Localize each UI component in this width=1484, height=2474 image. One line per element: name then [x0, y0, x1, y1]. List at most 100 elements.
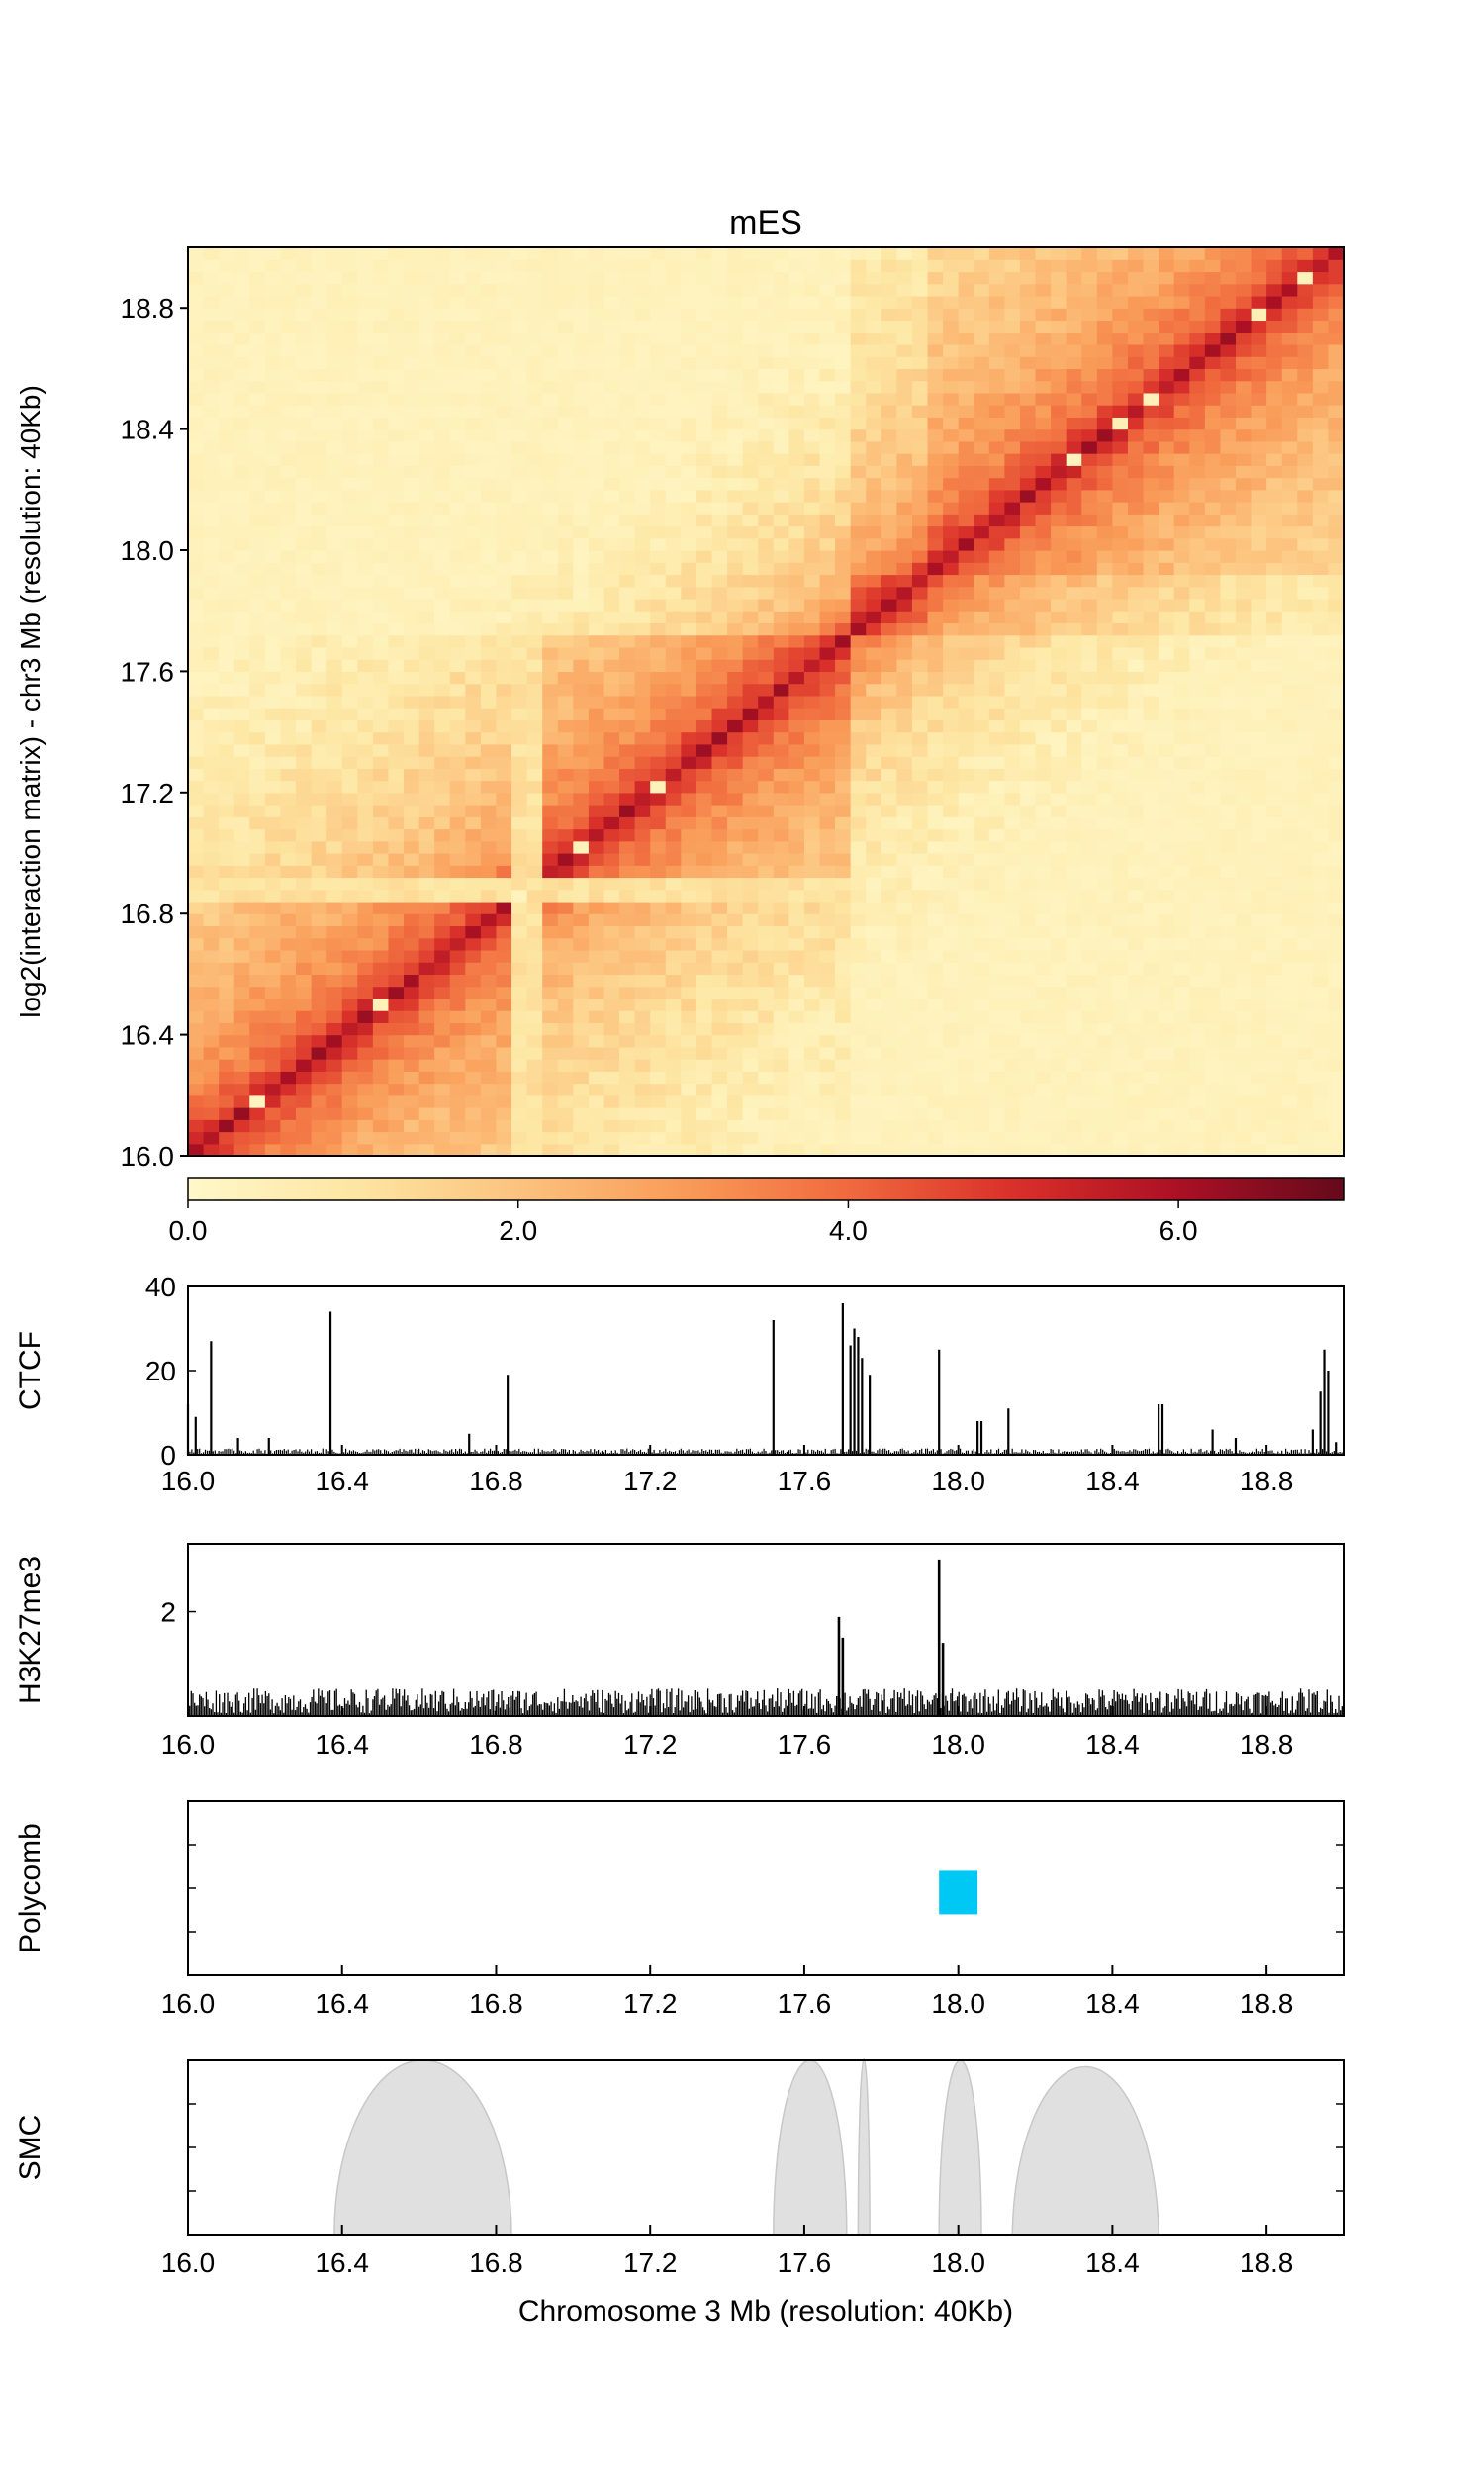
heatmap-cell: [911, 1107, 929, 1120]
heatmap-cell: [603, 962, 620, 975]
heatmap-cell: [711, 634, 728, 648]
heatmap-cell: [711, 974, 728, 988]
heatmap-cell: [958, 1131, 974, 1145]
heatmap-cell: [188, 780, 205, 794]
heatmap-cell: [1112, 695, 1129, 709]
heatmap-cell: [480, 937, 498, 951]
heatmap-cell: [357, 1071, 374, 1085]
heatmap-cell: [418, 586, 435, 600]
heatmap-cell: [233, 611, 250, 624]
heatmap-cell: [1096, 671, 1113, 685]
heatmap-cell: [249, 925, 266, 939]
heatmap-cell: [1143, 1143, 1159, 1157]
heatmap-cell: [1266, 877, 1283, 891]
heatmap-cell: [634, 937, 651, 951]
heatmap-cell: [758, 1143, 775, 1157]
heatmap-cell: [974, 816, 990, 830]
heatmap-cell: [1066, 489, 1082, 503]
heatmap-cell: [511, 428, 528, 442]
heatmap-cell: [850, 683, 867, 697]
heatmap-cell: [311, 1022, 327, 1036]
heatmap-cell: [1004, 853, 1021, 866]
heatmap-cell: [233, 731, 250, 745]
heatmap-cell: [588, 719, 605, 733]
heatmap-cell: [280, 695, 297, 709]
heatmap-cell: [203, 634, 220, 648]
heatmap-cell: [1112, 1143, 1129, 1157]
heatmap-cell: [1204, 683, 1222, 697]
heatmap-cell: [434, 913, 451, 927]
heatmap-cell: [850, 901, 867, 914]
heatmap-cell: [911, 731, 929, 745]
heatmap-cell: [1220, 901, 1237, 914]
heatmap-cell: [803, 659, 821, 672]
heatmap-cell: [1112, 611, 1129, 624]
heatmap-cell: [1004, 962, 1021, 975]
heatmap-cell: [1173, 708, 1190, 720]
heatmap-cell: [1235, 477, 1252, 491]
heatmap-cell: [404, 574, 420, 588]
heatmap-cell: [958, 828, 974, 842]
heatmap-cell: [404, 937, 420, 951]
heatmap-cell: [341, 356, 358, 369]
heatmap-cell: [1004, 974, 1021, 988]
heatmap-cell: [1204, 986, 1222, 999]
heatmap-cell: [758, 986, 775, 999]
heatmap-cell: [496, 392, 512, 406]
heatmap-cell: [1189, 502, 1206, 515]
heatmap-cell: [1159, 405, 1175, 418]
heatmap-cell: [480, 586, 498, 600]
heatmap-cell: [1281, 1094, 1298, 1108]
heatmap-cell: [819, 586, 836, 600]
heatmap-cell: [341, 731, 358, 745]
heatmap-cell: [1143, 949, 1159, 963]
heatmap-cell: [727, 380, 744, 394]
heatmap-cell: [357, 708, 374, 720]
heatmap-cell: [866, 1131, 882, 1145]
heatmap-cell: [480, 949, 498, 963]
heatmap-cell: [696, 1046, 713, 1060]
heatmap-cell: [557, 695, 574, 709]
heatmap-cell: [573, 853, 590, 866]
heatmap-cell: [1297, 853, 1314, 866]
heatmap-cell: [943, 598, 960, 612]
heatmap-cell: [449, 598, 466, 612]
heatmap-cell: [573, 731, 590, 745]
heatmap-cell: [1312, 380, 1330, 394]
heatmap-cell: [449, 465, 466, 479]
heatmap-cell: [711, 453, 728, 466]
heatmap-cell: [264, 537, 282, 551]
heatmap-cell: [958, 489, 974, 503]
heatmap-cell: [1019, 477, 1037, 491]
heatmap-cell: [418, 805, 435, 817]
heatmap-cell: [619, 974, 636, 988]
heatmap-cell: [1019, 719, 1037, 733]
heatmap-cell: [835, 1143, 852, 1157]
heatmap-cell: [1328, 877, 1345, 891]
heatmap-cell: [1081, 489, 1098, 503]
heatmap-cell: [1159, 962, 1175, 975]
heatmap-cell: [650, 634, 667, 648]
heatmap-cell: [311, 768, 327, 782]
heatmap-cell: [341, 743, 358, 757]
heatmap-cell: [219, 828, 235, 842]
heatmap-cell: [788, 974, 805, 988]
heatmap-cell: [511, 440, 528, 454]
heatmap-cell: [835, 1119, 852, 1133]
heatmap-cell: [665, 574, 682, 588]
heatmap-cell: [372, 1083, 390, 1096]
heatmap-cell: [1204, 865, 1222, 879]
heatmap-cell: [958, 502, 974, 515]
heatmap-cell: [588, 537, 605, 551]
heatmap-cell: [1081, 671, 1098, 685]
heatmap-cell: [1004, 1119, 1021, 1133]
heatmap-cell: [727, 719, 744, 733]
heatmap-cell: [896, 853, 913, 866]
heatmap-cell: [511, 525, 528, 539]
heatmap-cell: [1173, 417, 1190, 430]
heatmap-cell: [296, 440, 313, 454]
heatmap-cell: [1096, 392, 1113, 406]
heatmap-cell: [974, 453, 990, 466]
heatmap-cell: [1235, 453, 1252, 466]
heatmap-cell: [1112, 974, 1129, 988]
